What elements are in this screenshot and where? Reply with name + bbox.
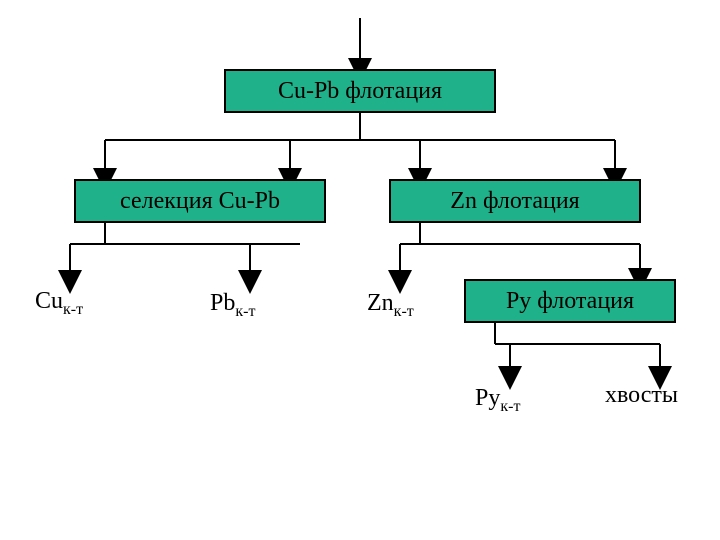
- flowchart-canvas: Cu-Pb флотация селекция Cu-Pb Zn флотация P…: [0, 0, 720, 540]
- nodes-layer: Cu-Pb флотация селекция Cu-Pb Zn флотация P…: [75, 70, 675, 322]
- output-main-pb: Pb: [210, 290, 235, 316]
- output-sub-pb: к-т: [235, 303, 255, 320]
- output-label-zn: Znк-т: [367, 290, 414, 320]
- output-main-zn: Zn: [367, 290, 394, 316]
- output-sub-zn: к-т: [394, 303, 414, 320]
- output-label-cu: Cuк-т: [35, 288, 83, 318]
- output-main-py: Py: [475, 385, 500, 411]
- output-label-py: Pyк-т: [475, 385, 520, 415]
- node-label-cu_pb_flot: Cu-Pb флотация: [278, 78, 442, 104]
- output-label-tails: хвосты: [605, 382, 678, 408]
- output-sub-py: к-т: [500, 398, 520, 415]
- output-main-cu: Cu: [35, 288, 63, 314]
- node-label-py_flot: Py флотация: [506, 288, 634, 314]
- node-label-zn_flot: Zn флотация: [450, 188, 579, 214]
- output-main-tails: хвосты: [605, 382, 678, 408]
- node-label-sel_cu_pb: селекция Cu-Pb: [120, 188, 280, 214]
- output-sub-cu: к-т: [63, 301, 83, 318]
- output-label-pb: Pbк-т: [210, 290, 255, 320]
